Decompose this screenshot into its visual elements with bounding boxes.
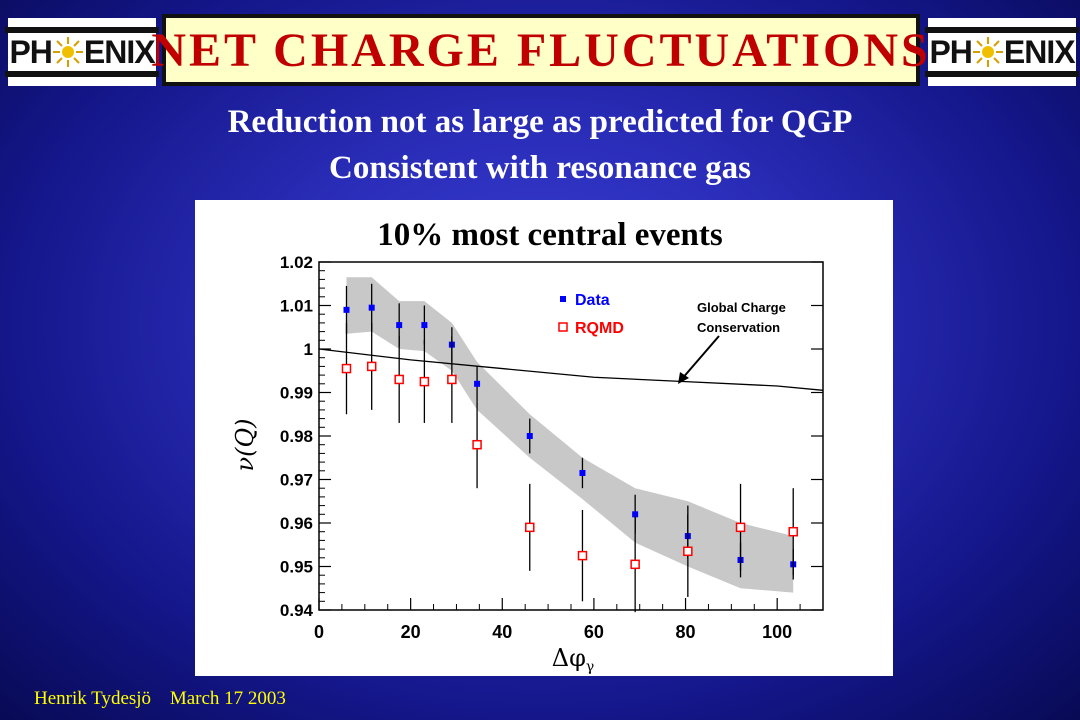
data-point	[526, 433, 533, 439]
y-tick-label: 0.99	[280, 384, 313, 403]
y-tick-label: 0.94	[280, 601, 314, 620]
annotation-label: Global Charge Conservation	[697, 300, 789, 335]
qgp-prediction-band	[346, 277, 794, 593]
y-tick-label: 0.95	[280, 558, 313, 577]
footer-date: March 17 2003	[169, 688, 286, 709]
title-box: NET CHARGE FLUCTUATIONS	[151, 14, 928, 86]
data-point	[632, 511, 639, 518]
rqmd-point	[525, 522, 535, 533]
x-tick-label: 20	[401, 622, 421, 642]
y-tick-label: 0.96	[280, 514, 313, 533]
data-point	[396, 322, 403, 329]
slide-title: NET CHARGE FLUCTUATIONS	[151, 23, 931, 77]
rqmd-point	[630, 559, 640, 570]
phenix-sun-icon	[52, 37, 83, 67]
y-tick-label: 0.97	[280, 471, 313, 490]
rqmd-point	[366, 361, 377, 372]
chart-title: 10% most central events	[377, 217, 723, 253]
rqmd-point	[577, 550, 588, 561]
footer-author: Henrik Tydesjö	[34, 688, 152, 709]
x-tick-label: 60	[584, 622, 604, 642]
y-axis-label: ν(Q)	[231, 419, 259, 472]
x-tick-label: 40	[492, 622, 512, 642]
rqmd-point	[472, 439, 482, 450]
phenix-logo-mark: PH ENIX	[5, 27, 159, 77]
y-tick-label: 0.98	[280, 427, 313, 446]
x-tick-label: 0	[314, 622, 324, 642]
y-tick-label: 1	[304, 340, 313, 359]
rqmd-point	[341, 363, 352, 374]
rqmd-point	[735, 522, 746, 533]
legend-data-label: Data	[575, 292, 610, 309]
data-point	[474, 380, 481, 387]
rqmd-point	[419, 376, 430, 387]
rqmd-point	[683, 546, 693, 557]
subtitle-line-2: Consistent with resonance gas	[329, 150, 751, 186]
net-charge-chart: 10% most central events 0.94 0.95 0.96 0.97…	[231, 217, 824, 675]
phenix-logo-mark: PH ENIX	[925, 27, 1079, 77]
x-axis-label: Δφγ	[552, 644, 595, 675]
y-tick-label: 1.01	[280, 297, 313, 316]
x-tick-label: 80	[676, 622, 696, 642]
phenix-sun-icon	[972, 37, 1003, 67]
phenix-logo-left: PH ENIX	[5, 18, 159, 86]
rqmd-point	[447, 374, 457, 385]
phenix-logo-right: PH ENIX	[925, 18, 1079, 86]
y-tick-label: 1.02	[280, 253, 313, 272]
data-point	[579, 469, 586, 476]
x-tick-label: 100	[762, 622, 792, 642]
data-point	[343, 306, 350, 313]
legend-rqmd-marker	[558, 322, 568, 332]
rqmd-point	[394, 374, 404, 385]
annotation-arrow	[680, 335, 720, 381]
chart-panel: 10% most central events 0.94 0.95 0.96 0.97…	[195, 200, 893, 676]
legend-rqmd-label: RQMD	[575, 320, 624, 337]
data-point	[368, 304, 375, 311]
rqmd-point	[788, 526, 798, 537]
footer: Henrik Tydesjö March 17 2003	[34, 688, 300, 710]
legend-data-marker	[560, 296, 566, 302]
global-charge-conservation-line	[318, 348, 824, 391]
data-point	[421, 322, 428, 329]
annotation-arrowhead	[678, 372, 689, 384]
subtitle-line-1: Reduction not as large as predicted for …	[227, 104, 853, 140]
